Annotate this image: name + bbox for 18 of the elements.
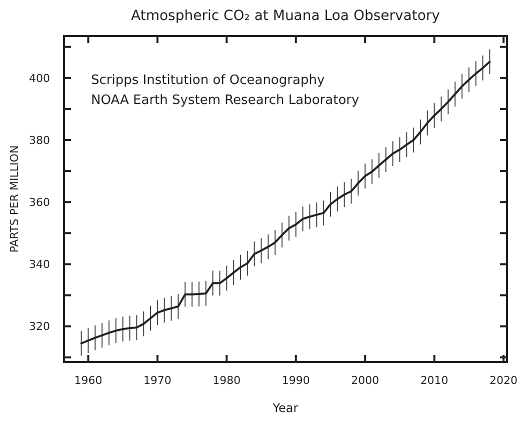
x-tick-label: 2010	[420, 374, 448, 387]
y-tick-label: 320	[29, 320, 50, 334]
x-tick-label: 1960	[74, 374, 102, 387]
line-series	[80, 60, 491, 344]
x-tick-label: 1970	[143, 374, 172, 387]
chart-title: Atmospheric CO₂ at Muana Loa Observatory	[131, 8, 440, 24]
annotation: NOAA Earth System Research Laboratory	[91, 93, 360, 108]
x-tick-label: 1980	[212, 374, 241, 387]
x-axis-title: Year	[272, 401, 298, 415]
y-tick-label: 360	[29, 196, 50, 209]
x-tick-label: 1990	[282, 374, 310, 387]
y-tick-label: 340	[29, 258, 50, 272]
x-tick-label: 2000	[351, 374, 380, 387]
annotation: Scripps Institution of Oceanography	[91, 73, 325, 88]
y-axis-title: PARTS PER MILLION	[8, 145, 21, 253]
x-tick-label: 2020	[490, 374, 518, 387]
y-tick-label: 400	[29, 72, 50, 85]
y-tick-label: 380	[29, 134, 50, 147]
